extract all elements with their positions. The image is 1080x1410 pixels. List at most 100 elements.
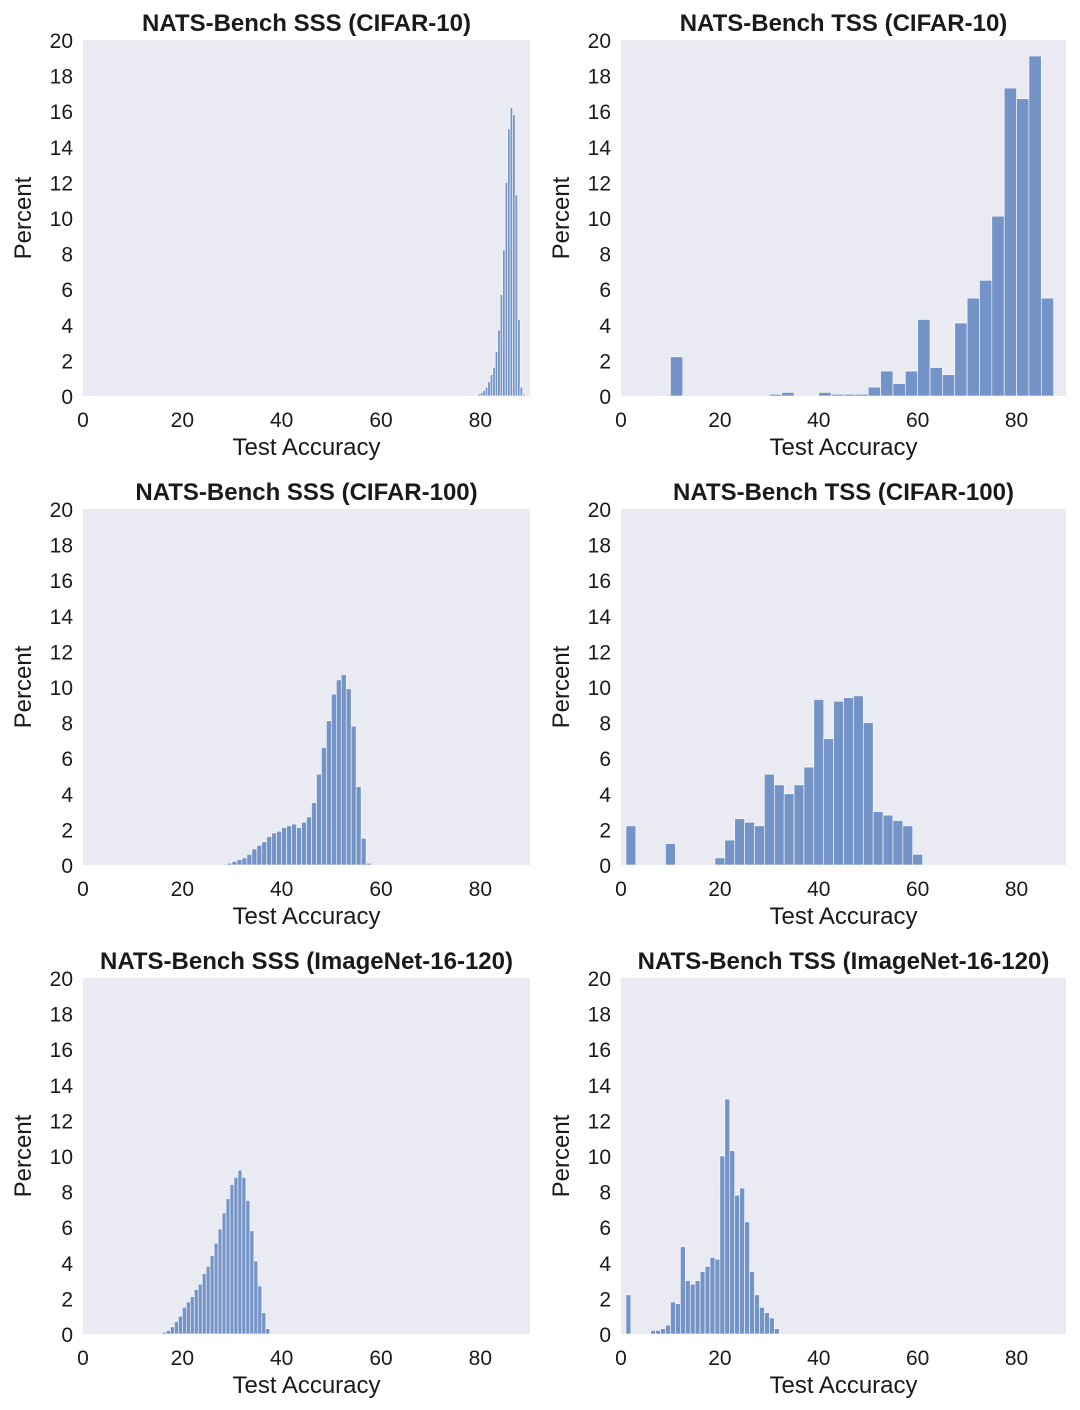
histogram-bar [979, 279, 993, 397]
histogram-bar [954, 322, 968, 397]
histogram-bar [769, 1317, 775, 1335]
x-tick-label: 0 [615, 409, 627, 432]
histogram-bar [1028, 55, 1042, 397]
histogram-bar [507, 128, 511, 397]
histogram-bar [209, 1255, 215, 1335]
histogram-bar [764, 1312, 770, 1335]
y-tick-label: 6 [61, 748, 73, 771]
y-tick-label: 8 [61, 244, 73, 267]
x-axis-label: Test Accuracy [769, 1372, 917, 1399]
histogram-bar [205, 1266, 211, 1335]
histogram-bar [271, 832, 278, 866]
y-tick-label: 16 [588, 570, 611, 593]
histogram-bar [266, 836, 273, 866]
x-tick-label: 0 [77, 1347, 89, 1370]
histogram-bar [670, 356, 684, 397]
y-tick-label: 18 [588, 66, 611, 89]
histogram-bar [833, 700, 844, 866]
y-tick-label: 20 [588, 499, 611, 522]
histogram-bar [306, 816, 312, 866]
y-tick-label: 8 [599, 244, 611, 267]
x-axis-label: Test Accuracy [769, 903, 917, 930]
y-tick-label: 18 [588, 535, 611, 558]
y-tick-label: 14 [588, 137, 612, 160]
y-tick-label: 4 [61, 315, 73, 338]
histogram-bar [759, 1307, 765, 1335]
histogram-bar [882, 814, 894, 866]
chart-title: NATS-Bench SSS (CIFAR-100) [135, 479, 477, 506]
x-tick-label: 40 [807, 1347, 830, 1370]
histogram-bar [660, 1328, 666, 1335]
x-tick-label: 60 [369, 878, 392, 901]
histogram-bar [257, 1285, 263, 1335]
histogram-bar [233, 1177, 239, 1335]
histogram-bar [729, 1150, 736, 1335]
x-tick-label: 40 [270, 1347, 293, 1370]
x-tick-label: 80 [1005, 1347, 1028, 1370]
y-axis-label: Percent [10, 1114, 37, 1197]
histogram-bar [494, 351, 499, 397]
histogram-bar [276, 830, 282, 866]
x-tick-label: 0 [615, 1347, 627, 1370]
histogram-bar [509, 107, 513, 397]
y-tick-label: 16 [50, 570, 73, 593]
y-tick-label: 6 [599, 748, 611, 771]
x-axis-label: Test Accuracy [232, 1372, 380, 1399]
y-tick-label: 6 [599, 1217, 611, 1240]
histogram-bar [709, 1257, 716, 1335]
histogram-bar [355, 786, 362, 866]
y-tick-label: 0 [599, 386, 611, 409]
chart-sss-imagenet: 0 2 4 6 8 10 12 14 16 18 20 0 20 40 60 80 NATS-Bench SSS… [10, 948, 530, 1399]
plot-area [621, 978, 1066, 1334]
y-tick-label: 14 [588, 1075, 612, 1098]
histogram-bar [843, 393, 857, 397]
histogram-bar [724, 1098, 731, 1335]
histogram-bar [189, 1296, 195, 1335]
y-tick-label: 2 [61, 350, 73, 373]
x-tick-label: 20 [171, 409, 194, 432]
histogram-bar [734, 818, 745, 866]
histogram-bar [670, 1301, 676, 1335]
histogram-bar [892, 820, 904, 866]
histogram-bar [843, 697, 854, 866]
histogram-bar [253, 1260, 259, 1335]
y-tick-label: 12 [588, 172, 611, 195]
chart-title: NATS-Bench TSS (CIFAR-100) [673, 479, 1014, 506]
histogram-bar [1016, 98, 1030, 397]
histogram-bar [226, 862, 233, 866]
histogram-bar [699, 1271, 706, 1335]
y-tick-label: 8 [61, 1182, 73, 1205]
x-tick-label: 60 [369, 1347, 392, 1370]
histogram-bar [625, 1294, 632, 1335]
histogram-bar [872, 811, 884, 866]
histogram-bar [519, 386, 523, 397]
y-axis-label: Percent [10, 645, 37, 728]
histogram-bar [492, 367, 496, 397]
histogram-bar [714, 857, 726, 866]
histogram-bar [734, 1194, 740, 1335]
histogram-bar [365, 862, 372, 866]
x-tick-label: 0 [77, 409, 89, 432]
y-tick-label: 12 [50, 1110, 73, 1133]
histogram-bar [241, 1177, 247, 1335]
y-tick-label: 12 [50, 641, 73, 664]
y-tick-label: 0 [599, 1324, 611, 1347]
histogram-bar [966, 297, 980, 397]
histogram-bar [221, 863, 228, 866]
histogram-bar [813, 699, 825, 866]
histogram-bar [862, 722, 874, 866]
x-tick-label: 80 [469, 1347, 492, 1370]
histogram-bar [803, 766, 815, 866]
histogram-bar [504, 182, 508, 397]
y-tick-label: 20 [588, 30, 611, 53]
x-tick-label: 20 [708, 409, 731, 432]
histogram-bar [316, 773, 322, 866]
x-tick-label: 20 [708, 1347, 731, 1370]
x-tick-label: 80 [1005, 409, 1028, 432]
histogram-bar [754, 825, 765, 866]
histogram-bar [166, 1330, 171, 1335]
x-tick-label: 40 [807, 409, 830, 432]
x-tick-label: 80 [469, 409, 492, 432]
histogram-bar [256, 845, 263, 866]
